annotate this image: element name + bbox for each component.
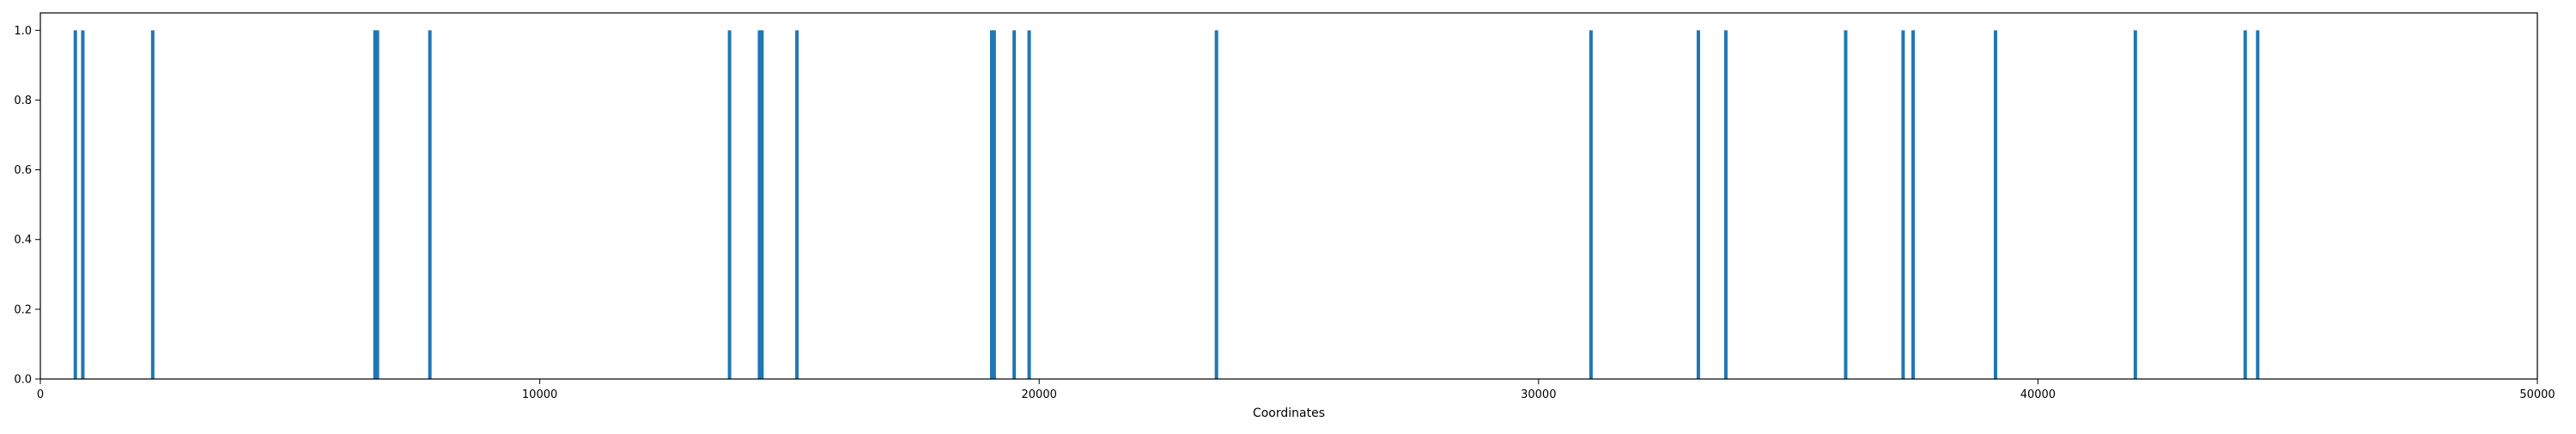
y-tick-label: 1.0 (14, 25, 32, 38)
y-tick-label: 0.4 (14, 234, 32, 247)
bar (1696, 30, 1700, 379)
x-axis: 0 10000 20000 30000 40000 50000 (37, 379, 2555, 401)
bar (992, 30, 996, 379)
bar (1993, 30, 1997, 379)
bar (1012, 30, 1017, 379)
bar (2243, 30, 2247, 379)
bar (1723, 30, 1728, 379)
bar (795, 30, 799, 379)
x-tick-label: 20000 (1022, 388, 1057, 401)
y-tick-label: 0.0 (14, 374, 32, 387)
plot-area (73, 30, 2260, 379)
bar (757, 30, 762, 379)
bar (2256, 30, 2260, 379)
x-tick-label: 40000 (2020, 388, 2056, 401)
bar (1214, 30, 1218, 379)
x-tick-label: 10000 (522, 388, 557, 401)
axes-frame (39, 12, 2538, 380)
y-axis: 0.0 0.2 0.4 0.6 0.8 1.0 (14, 25, 40, 387)
bar (2133, 30, 2137, 379)
bar (1844, 30, 1848, 379)
y-tick-label: 0.6 (14, 164, 32, 177)
bar (375, 30, 380, 379)
x-tick-label: 0 (37, 388, 44, 401)
bar (1027, 30, 1031, 379)
bar (73, 30, 77, 379)
bar (989, 30, 993, 379)
y-tick-label: 0.8 (14, 95, 32, 107)
bar (150, 30, 155, 379)
bar (1911, 30, 1915, 379)
bar (1901, 30, 1905, 379)
bar (81, 30, 85, 379)
bar (428, 30, 432, 379)
bar (727, 30, 732, 379)
bar (760, 30, 764, 379)
bar (373, 30, 377, 379)
x-axis-label: Coordinates (1253, 406, 1325, 420)
bar (1589, 30, 1593, 379)
x-tick-label: 30000 (1521, 388, 1556, 401)
x-tick-label: 50000 (2519, 388, 2555, 401)
y-tick-label: 0.2 (14, 303, 32, 316)
